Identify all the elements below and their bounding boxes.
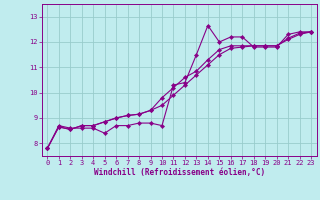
- X-axis label: Windchill (Refroidissement éolien,°C): Windchill (Refroidissement éolien,°C): [94, 168, 265, 177]
